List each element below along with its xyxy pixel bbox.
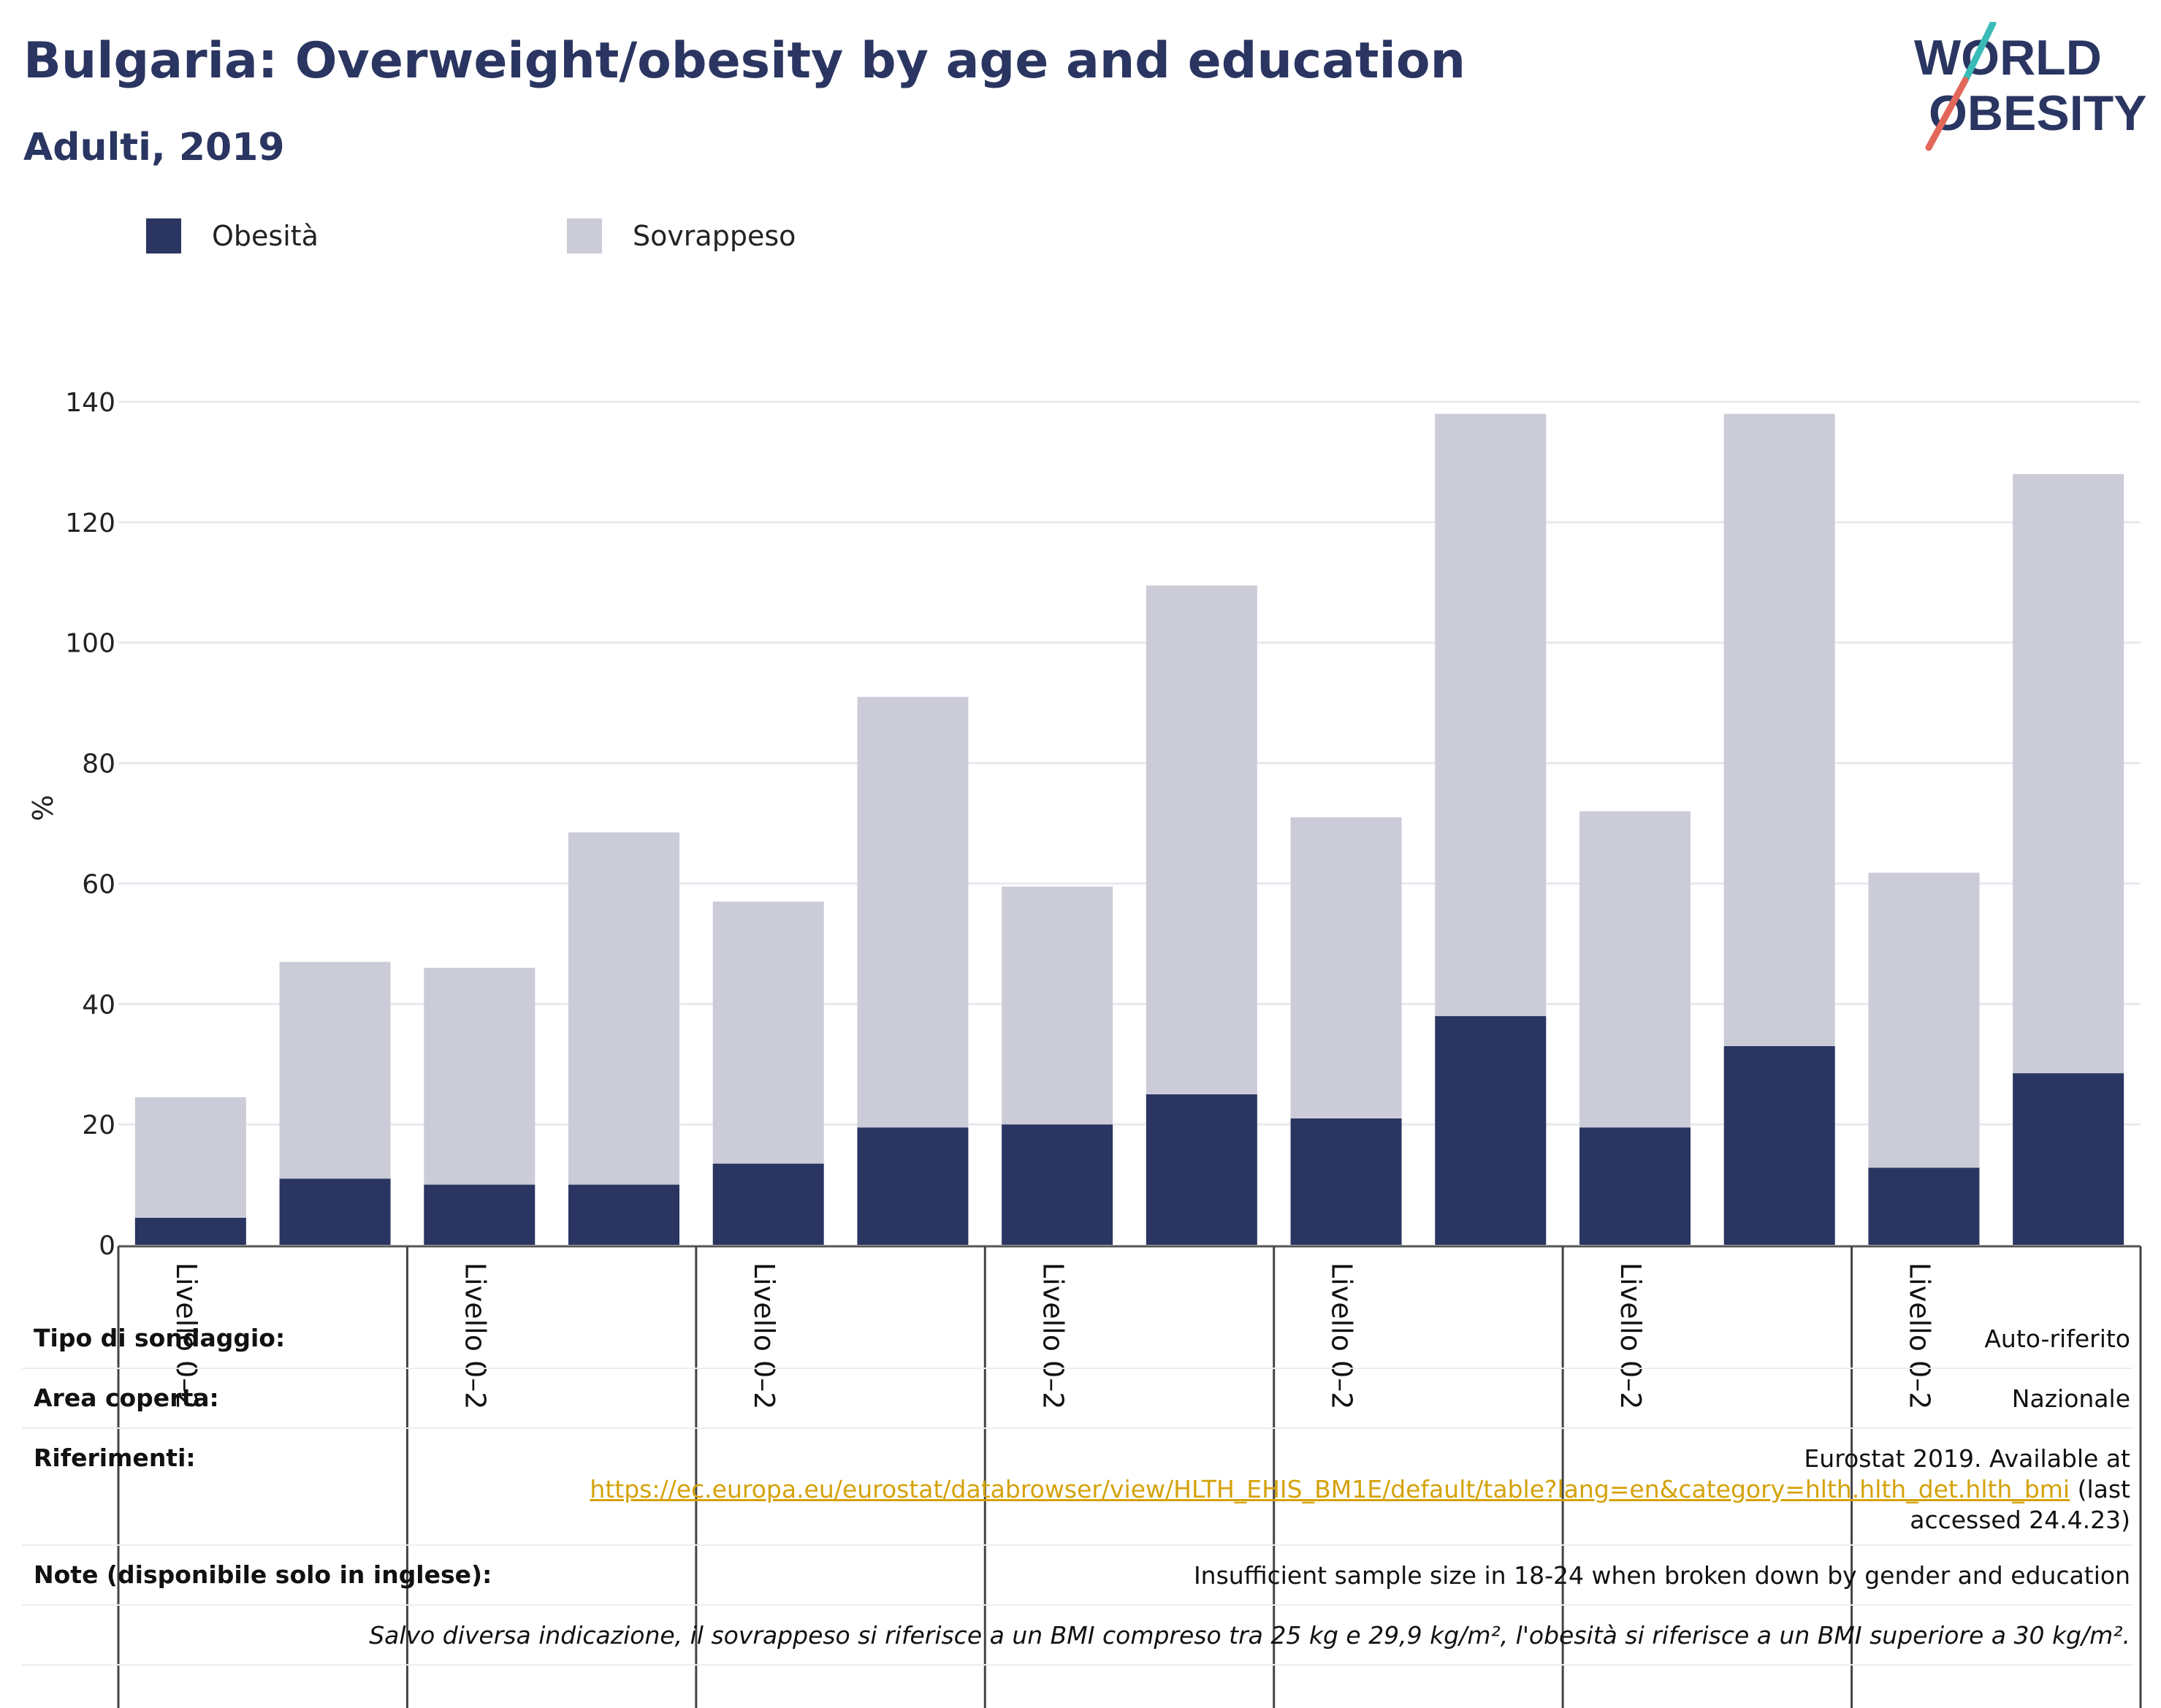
x-group-label: Livello 0–2 bbox=[1904, 1262, 1936, 1409]
notes-value: Insufficient sample size in 18-24 when b… bbox=[1193, 1561, 2130, 1590]
bar-overweight bbox=[279, 961, 391, 1179]
bar-obesity bbox=[1146, 1094, 1257, 1245]
x-group-label: Livello 0–2 bbox=[170, 1262, 202, 1409]
info-table: Tipo di sondaggio: Auto-riferito Area co… bbox=[0, 1308, 2161, 1708]
bar-obesity bbox=[1579, 1127, 1691, 1245]
legend-label-obesity: Obesità bbox=[212, 220, 319, 252]
legend-label-overweight: Sovrappeso bbox=[632, 220, 796, 252]
references-text: Eurostat 2019. Available at bbox=[1804, 1444, 2130, 1473]
references-link[interactable]: https://ec.europa.eu/eurostat/databrowse… bbox=[590, 1475, 2070, 1503]
x-group-label: Livello 0–2 bbox=[459, 1262, 491, 1409]
y-tick-label: 40 bbox=[82, 990, 115, 1020]
bar-overweight bbox=[857, 696, 969, 1128]
bar-obesity bbox=[568, 1184, 679, 1245]
bar-overweight bbox=[2013, 473, 2124, 1074]
bar-overweight bbox=[1435, 413, 1547, 1016]
survey-type-value: Auto-riferito bbox=[1984, 1324, 2130, 1353]
references-value: Eurostat 2019. Available at https://ec.e… bbox=[590, 1444, 2130, 1536]
legend-swatch-obesity bbox=[146, 218, 181, 253]
info-row-area: Area coperta: Nazionale bbox=[22, 1368, 2133, 1429]
y-tick-label: 60 bbox=[82, 869, 115, 899]
bar-overweight bbox=[1868, 872, 1980, 1168]
bar-obesity bbox=[1290, 1118, 1402, 1245]
bar-overweight bbox=[1579, 811, 1691, 1128]
bar-overweight bbox=[1146, 585, 1257, 1094]
info-row-references: Riferimenti: Eurostat 2019. Available at… bbox=[22, 1427, 2133, 1546]
bar-obesity bbox=[1002, 1124, 1113, 1245]
bar-obesity bbox=[134, 1217, 246, 1245]
bar-overweight bbox=[1290, 817, 1402, 1118]
x-group-label: Livello 0–2 bbox=[748, 1262, 780, 1409]
logo-slash-teal bbox=[1962, 22, 1997, 84]
logo-word-obesity: OBESITY bbox=[1929, 85, 2147, 141]
bar-obesity bbox=[279, 1178, 391, 1245]
references-accessed: accessed 24.4.23) bbox=[1910, 1506, 2130, 1534]
y-tick-label: 100 bbox=[65, 629, 115, 659]
x-group-label: Livello 0–2 bbox=[1615, 1262, 1647, 1409]
legend-item-overweight[interactable]: Sovrappeso bbox=[566, 218, 796, 253]
info-row-footnote: Salvo diversa indicazione, il sovrappeso… bbox=[22, 1604, 2133, 1666]
bar-obesity bbox=[424, 1184, 536, 1245]
notes-label: Note (disponibile solo in inglese): bbox=[34, 1560, 492, 1589]
y-tick-label: 0 bbox=[99, 1231, 115, 1261]
bar-obesity bbox=[712, 1163, 824, 1245]
bar-overweight bbox=[712, 901, 824, 1164]
logo-word-world: WORLD bbox=[1914, 30, 2102, 85]
area-covered-value: Nazionale bbox=[2011, 1384, 2130, 1413]
y-tick-label: 80 bbox=[82, 750, 115, 779]
legend: Obesità Sovrappeso bbox=[146, 218, 861, 254]
world-obesity-logo: WORLD OBESITY bbox=[1914, 22, 2147, 151]
bar-obesity bbox=[2013, 1073, 2124, 1245]
logo-slash-red bbox=[1925, 77, 1969, 151]
survey-type-label: Tipo di sondaggio: bbox=[34, 1324, 286, 1352]
references-after-link: (last bbox=[2070, 1475, 2130, 1503]
definition-footnote: Salvo diversa indicazione, il sovrappeso… bbox=[369, 1621, 2130, 1650]
chart-subtitle: Adulti, 2019 bbox=[23, 126, 285, 169]
info-row-survey: Tipo di sondaggio: Auto-riferito bbox=[22, 1308, 2133, 1369]
chart-title: Bulgaria: Overweight/obesity by age and … bbox=[23, 32, 1466, 90]
bar-overweight bbox=[1723, 413, 1835, 1046]
y-tick-label: 120 bbox=[65, 508, 115, 538]
x-group-label: Livello 0–2 bbox=[1326, 1262, 1358, 1409]
legend-swatch-overweight bbox=[566, 218, 602, 253]
bar-obesity bbox=[1435, 1015, 1547, 1245]
references-label: Riferimenti: bbox=[34, 1444, 196, 1472]
bar-obesity bbox=[1868, 1167, 1980, 1245]
bar-overweight bbox=[424, 967, 536, 1185]
y-axis-label: % bbox=[27, 795, 59, 821]
info-row-notes: Note (disponibile solo in inglese): Insu… bbox=[22, 1544, 2133, 1606]
bar-obesity bbox=[1723, 1045, 1835, 1245]
bar-overweight bbox=[1002, 886, 1113, 1125]
legend-item-obesity[interactable]: Obesità bbox=[146, 218, 319, 253]
area-covered-label: Area coperta: bbox=[34, 1384, 219, 1412]
y-tick-label: 140 bbox=[65, 388, 115, 418]
bar-overweight bbox=[134, 1097, 246, 1218]
y-tick-label: 20 bbox=[82, 1110, 115, 1140]
bar-overweight bbox=[568, 832, 679, 1185]
x-group-label: Livello 0–2 bbox=[1037, 1262, 1069, 1409]
bar-obesity bbox=[857, 1127, 969, 1245]
